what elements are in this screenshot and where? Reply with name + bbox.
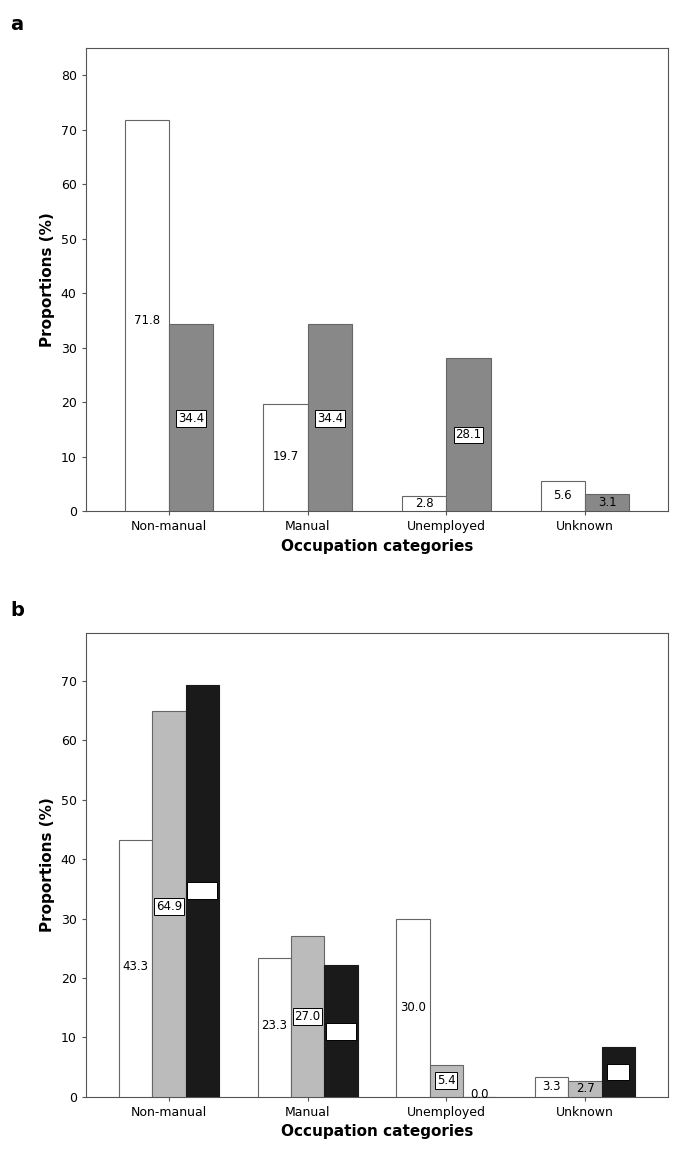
Bar <box>308 324 352 511</box>
Text: 8.3: 8.3 <box>609 1066 627 1079</box>
Text: 34.4: 34.4 <box>178 412 204 425</box>
Text: 5.6: 5.6 <box>553 489 572 503</box>
Bar <box>169 324 213 511</box>
Text: 2.8: 2.8 <box>415 497 434 510</box>
Text: 27.0: 27.0 <box>295 1010 321 1023</box>
Text: 28.1: 28.1 <box>456 429 482 442</box>
Bar <box>119 839 152 1097</box>
Bar <box>569 1081 601 1097</box>
Text: 34.4: 34.4 <box>316 412 343 425</box>
Bar <box>258 958 291 1097</box>
Bar <box>324 965 358 1097</box>
Bar <box>585 495 630 511</box>
Text: 0.0: 0.0 <box>471 1089 489 1102</box>
Bar <box>186 684 219 1097</box>
Text: 3.3: 3.3 <box>543 1081 561 1094</box>
Bar <box>601 1047 635 1097</box>
Bar <box>291 936 324 1097</box>
Text: b: b <box>10 601 24 620</box>
Text: 43.3: 43.3 <box>123 959 149 972</box>
Bar <box>447 358 490 511</box>
Text: 23.3: 23.3 <box>262 1018 287 1032</box>
Text: 5.4: 5.4 <box>437 1074 456 1087</box>
Text: 22.2: 22.2 <box>328 1025 354 1038</box>
Text: 71.8: 71.8 <box>134 313 160 327</box>
Bar <box>540 481 585 511</box>
Text: 3.1: 3.1 <box>598 496 616 509</box>
Text: 69.4: 69.4 <box>189 884 215 897</box>
Bar <box>535 1077 569 1097</box>
Bar <box>397 919 429 1097</box>
Text: a: a <box>10 15 23 34</box>
Text: 2.7: 2.7 <box>575 1082 595 1095</box>
X-axis label: Occupation categories: Occupation categories <box>281 1125 473 1140</box>
Bar <box>402 496 447 511</box>
Bar <box>263 403 308 511</box>
Y-axis label: Proportions (%): Proportions (%) <box>40 212 55 347</box>
Text: 64.9: 64.9 <box>155 901 182 913</box>
Text: 19.7: 19.7 <box>273 450 299 464</box>
X-axis label: Occupation categories: Occupation categories <box>281 539 473 554</box>
Y-axis label: Proportions (%): Proportions (%) <box>40 798 55 933</box>
Bar <box>152 711 186 1097</box>
Bar <box>429 1065 463 1097</box>
Bar <box>125 120 169 511</box>
Text: 30.0: 30.0 <box>400 1001 426 1014</box>
